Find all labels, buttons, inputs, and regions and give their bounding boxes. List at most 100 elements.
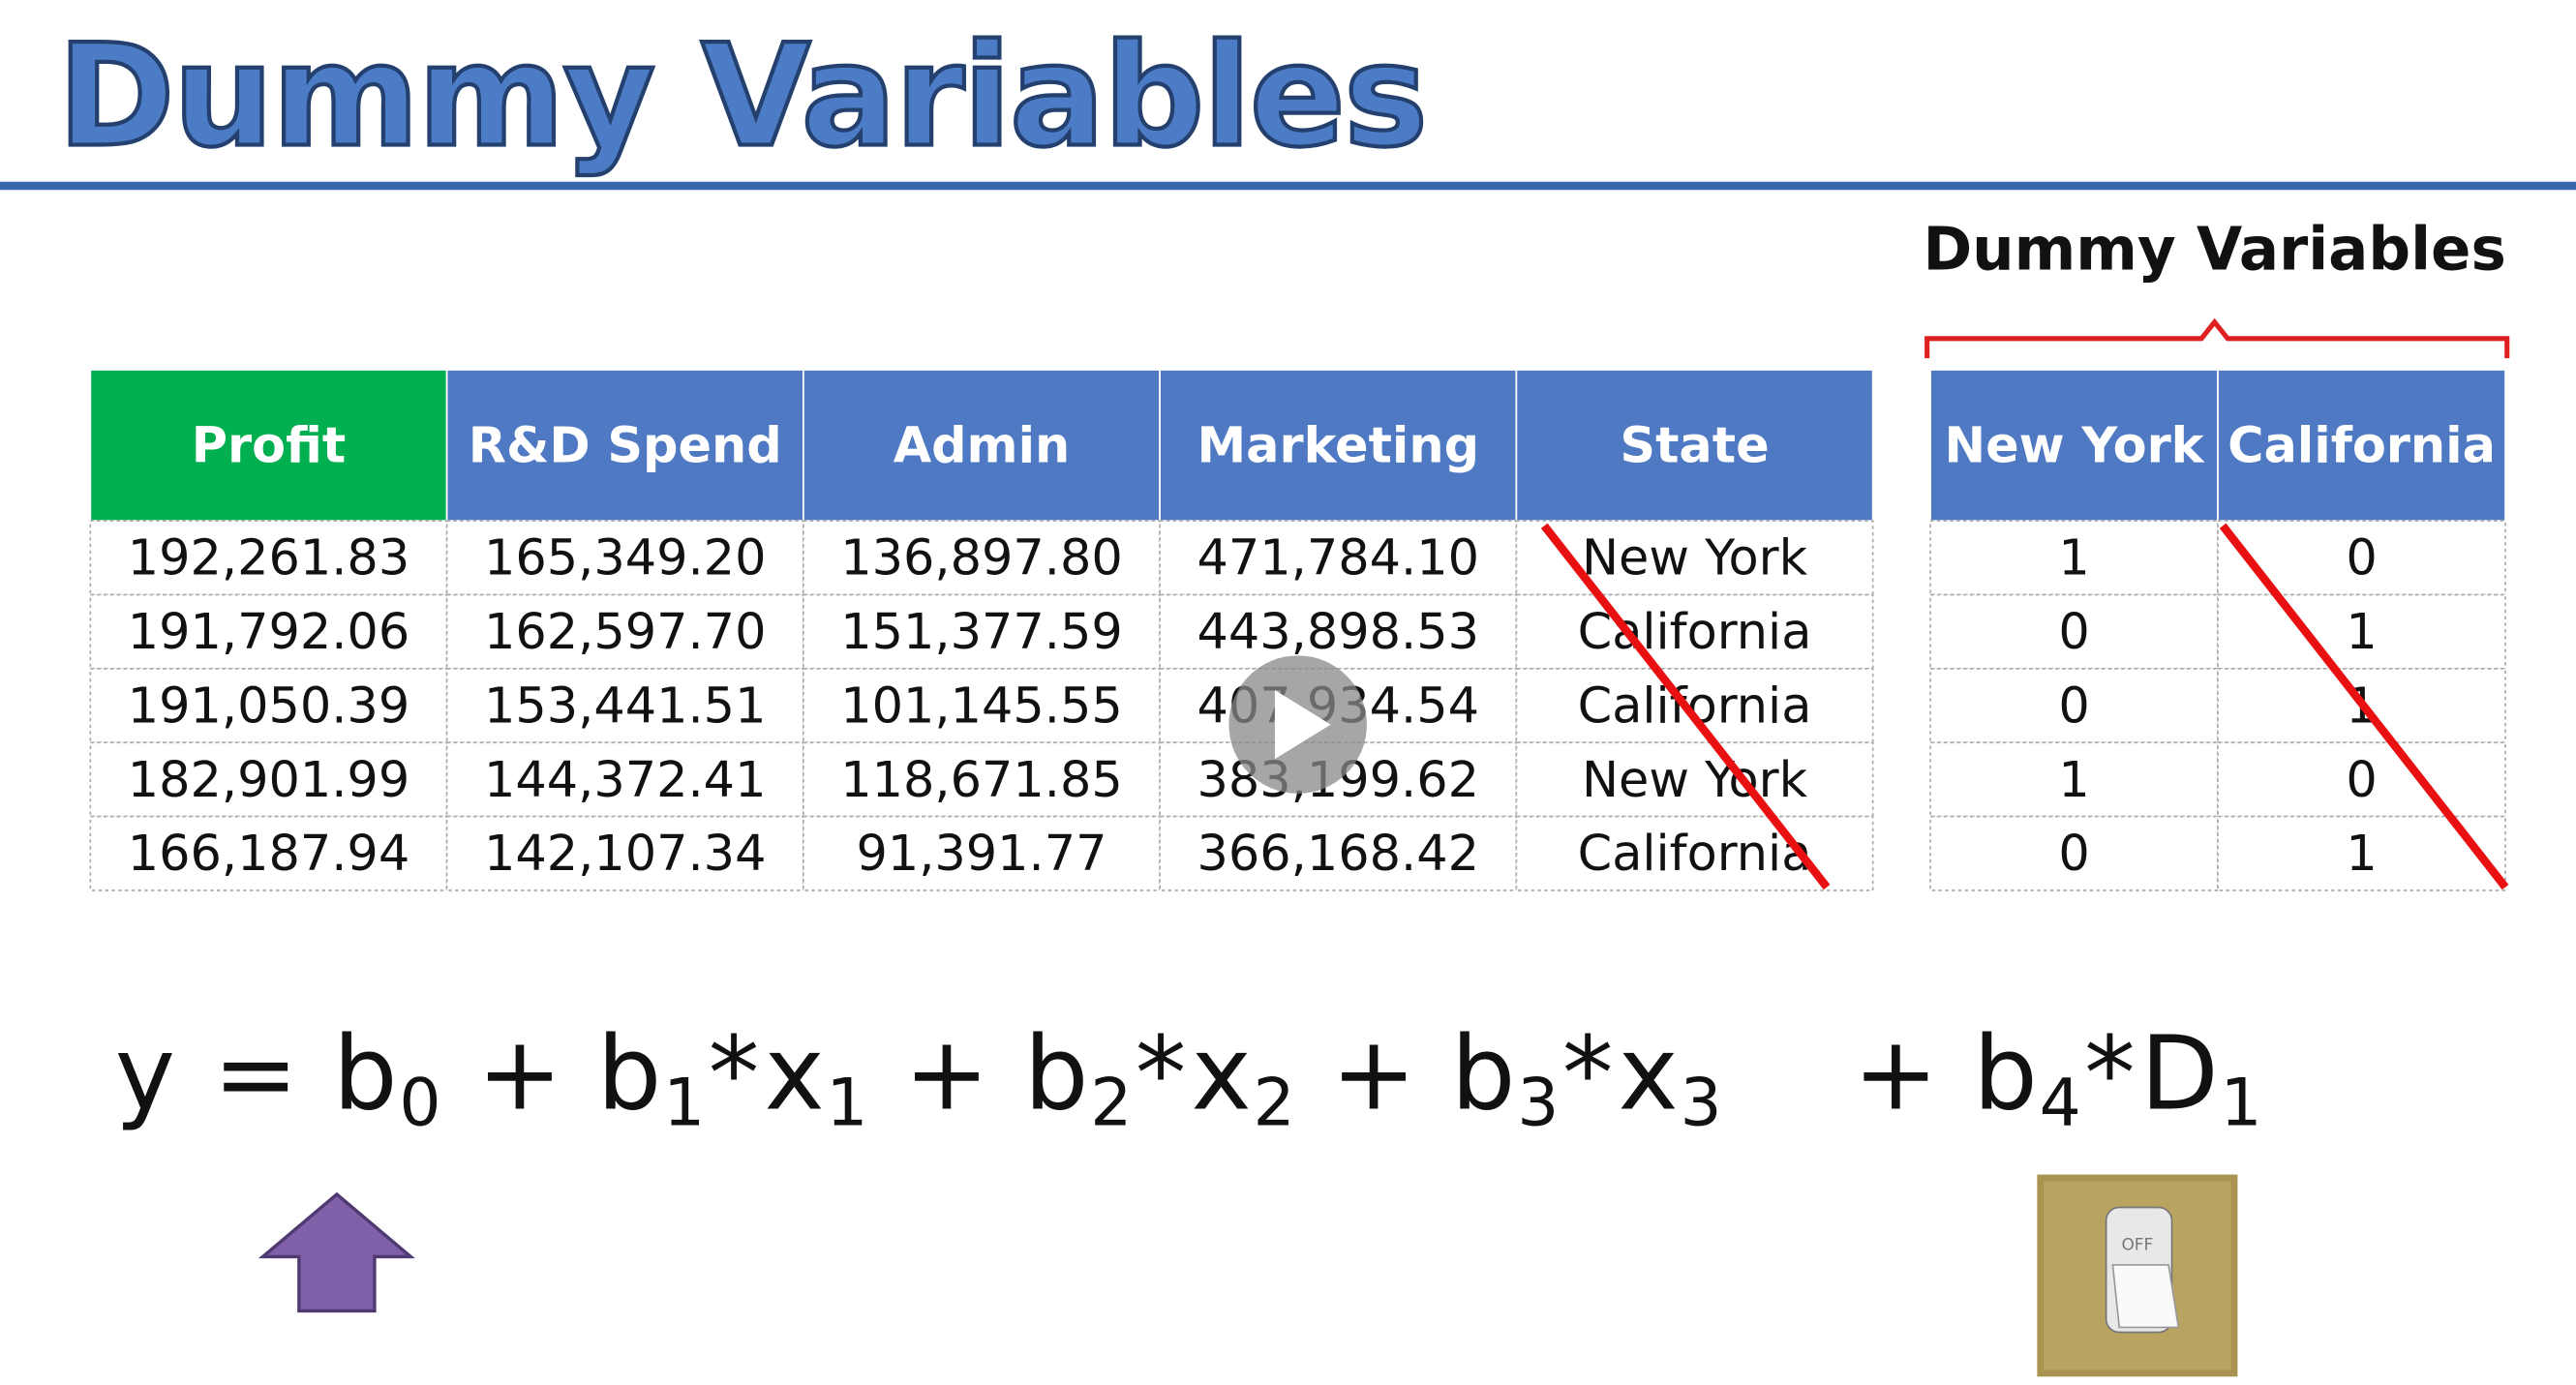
header-cell [1515,369,1874,523]
cell-text: 0 [2058,826,2089,883]
cell-text: California [1578,826,1812,883]
cell-text: 91,391.77 [856,826,1106,883]
equation: y = b 0 + b 1 * x 1 + b 2 * x 2 + b 3 * x 3 + b 4 * D 1 [115,1014,2262,1142]
cell-text: 0 [2346,752,2377,809]
equation-symbol: + [1331,1014,1416,1133]
header-text: R&D Spend [469,417,782,474]
equation-subscript: 1 [2221,1066,2262,1142]
switch-lever [2111,1264,2180,1329]
cell-text: 192,261.83 [128,530,409,587]
tables: Profit R&D Spend Admin Marketing State 192,26… [89,369,2506,891]
table-cell [2217,593,2506,670]
header-text: Profit [192,417,346,474]
cell-text: 142,107.34 [484,826,766,883]
table-cell [445,593,804,670]
table-cell [1929,593,2219,670]
cell-text: 366,168.42 [1197,826,1479,883]
table-cell [1515,593,1874,670]
switch-image: OFF [2037,1174,2238,1377]
header-text: Admin [894,417,1071,474]
cell-text: 162,597.70 [484,604,766,661]
table-cell [1929,520,2219,596]
cell-text: New York [1582,752,1808,809]
table-cell [1515,668,1874,744]
header-cell [1159,369,1518,523]
table-cell [445,815,804,891]
up-arrow [258,1191,415,1313]
table-cell [1515,520,1874,596]
cell-text: 191,792.06 [128,604,409,661]
equation-subscript: 2 [1090,1066,1132,1142]
cell-text: New York [1582,530,1808,587]
slide-title: Dummy Variables [57,15,1426,179]
equation-subscript: 4 [2040,1066,2081,1142]
equation-symbol: + [1853,1014,1938,1133]
equation-symbol: + [904,1014,989,1133]
equation-subscript: 3 [1517,1066,1559,1142]
equation-symbol: b [1973,1014,2038,1133]
equation-symbol: b [597,1014,662,1133]
table-cell [1515,815,1874,891]
table-cell [1159,593,1518,670]
header-cell [2217,369,2506,523]
equation-subscript: 0 [399,1066,440,1142]
play-icon[interactable] [1274,689,1331,760]
equation-symbol: x [1619,1014,1679,1133]
table-cell [803,520,1161,596]
equation-subscript: 1 [826,1066,867,1142]
header-text: State [1620,417,1769,474]
header-text: California [2227,417,2496,474]
equation-symbol: b [1024,1014,1089,1133]
equation-symbol: * [709,1014,760,1133]
cell-text: 136,897.80 [840,530,1122,587]
play-button[interactable] [1228,655,1367,794]
equation-subscript: 2 [1253,1066,1294,1142]
table-cell [445,668,804,744]
equation-symbol: * [1136,1014,1187,1133]
strike-line [2219,523,2509,890]
equation-symbol: + [477,1014,562,1133]
table-cell [2217,741,2506,818]
equation-symbol: * [1562,1014,1614,1133]
cell-text: 0 [2058,677,2089,735]
table-cell [1159,520,1518,596]
header-text: Marketing [1197,417,1479,474]
cell-text: 191,050.39 [128,677,409,735]
cell-text: 166,187.94 [128,826,409,883]
equation-symbol: * [2084,1014,2136,1133]
equation-symbol: y [115,1014,175,1133]
table-cell [89,741,448,818]
cell-text: 151,377.59 [840,604,1122,661]
cell-text: 0 [2058,604,2089,661]
table-cell [1515,741,1874,818]
cell-text: 1 [2058,752,2089,809]
dummy-label: Dummy Variables [1923,216,2505,285]
table-cell [89,668,448,744]
table-cell [89,815,448,891]
cell-text: 1 [2058,530,2089,587]
table-cell [803,593,1161,670]
table-cell [1929,815,2219,891]
table-cell [89,520,448,596]
header-text: New York [1945,417,2205,474]
cell-text: California [1578,677,1812,735]
header-cell [89,369,448,523]
equation-symbol: b [1451,1014,1516,1133]
table-cell [803,815,1161,891]
table-cell [445,520,804,596]
equation-symbol: = [213,1014,298,1133]
strike-line [1540,523,1831,890]
equation-symbol: D [2140,1014,2219,1133]
cell-text: 144,372.41 [484,752,766,809]
table-cell [89,593,448,670]
equation-symbol: x [764,1014,824,1133]
table-cell [1929,668,2219,744]
cell-text: 1 [2346,826,2377,883]
header-cell [803,369,1161,523]
table-cell [1159,815,1518,891]
cell-text: 165,349.20 [484,530,766,587]
table-cell [803,741,1161,818]
cell-text: 471,784.10 [1197,530,1479,587]
cell-text: 443,898.53 [1197,604,1479,661]
brace [1924,317,2510,359]
